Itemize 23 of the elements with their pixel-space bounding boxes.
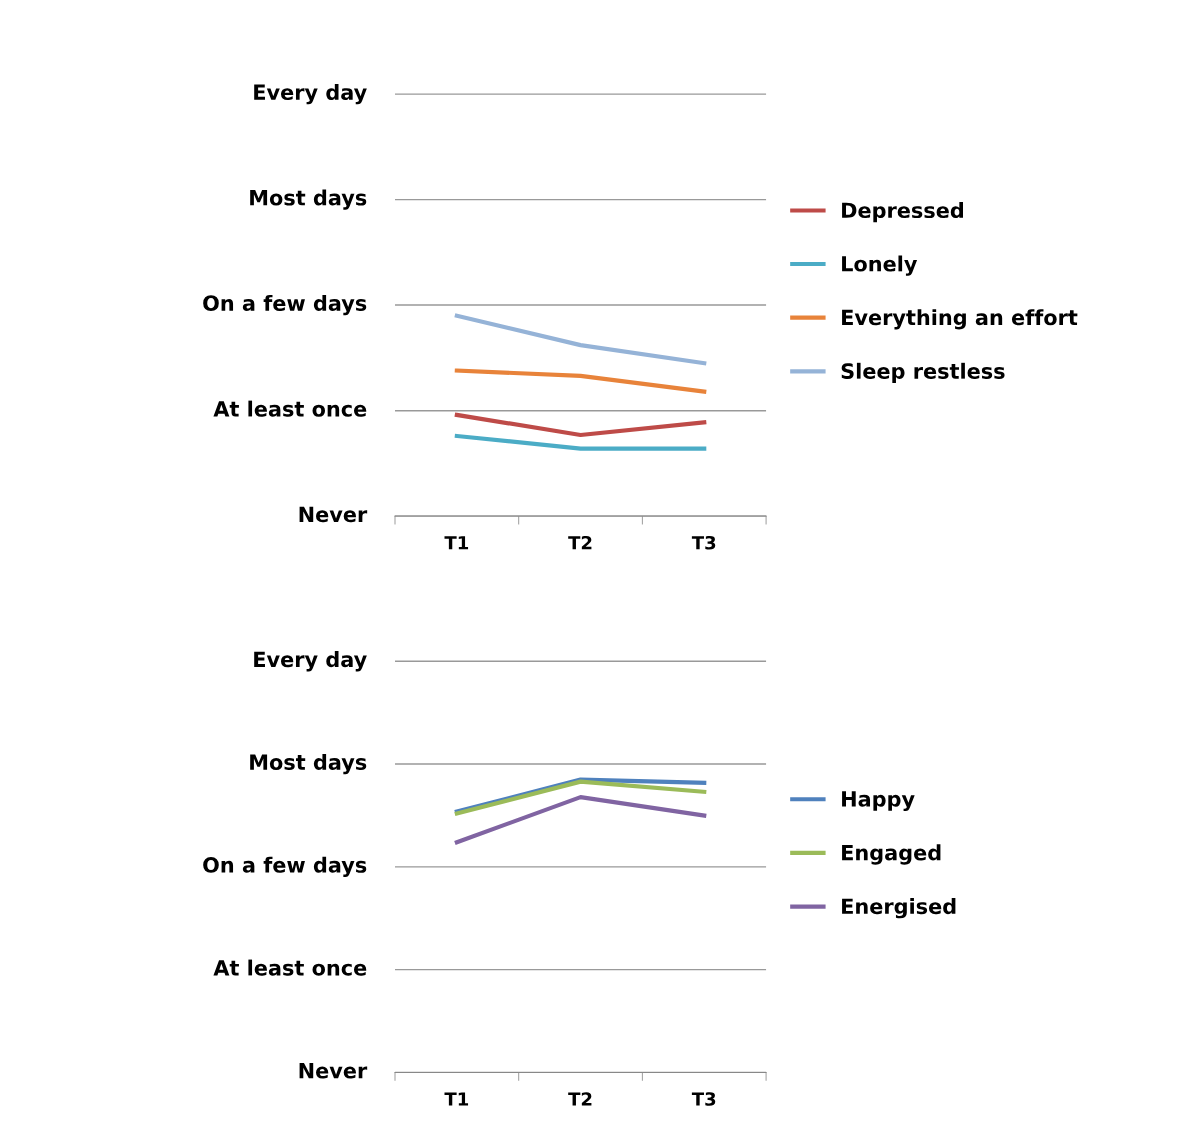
- x-tick-label: T2: [568, 535, 592, 550]
- x-tick-label: T1: [444, 1092, 469, 1106]
- legend-label: Energised: [842, 898, 956, 919]
- ref-line-label: Never: [299, 1063, 368, 1079]
- ref-line-label: Every day: [254, 83, 367, 105]
- ref-line-label: At least once: [213, 400, 367, 417]
- legend-label: Engaged: [842, 844, 941, 865]
- x-tick-label: T3: [691, 535, 716, 550]
- legend-label: Depressed: [842, 202, 963, 223]
- ref-line-label: Most days: [250, 753, 367, 775]
- ref-line-label: Most days: [250, 189, 367, 210]
- x-tick-label: T2: [568, 1092, 592, 1106]
- x-tick-label: T1: [444, 536, 469, 550]
- ref-line-label: On a few days: [203, 294, 367, 316]
- legend-label: Lonely: [842, 255, 918, 276]
- x-tick-label: T3: [691, 1092, 716, 1106]
- legend-label: Everything an effort: [842, 309, 1078, 330]
- ref-line-label: Never: [299, 506, 368, 523]
- ref-line-label: Every day: [254, 651, 367, 672]
- ref-line-label: At least once: [213, 959, 367, 976]
- ref-line-label: On a few days: [203, 856, 367, 878]
- legend-label: Happy: [842, 791, 915, 812]
- legend-label: Sleep restless: [841, 362, 1005, 383]
